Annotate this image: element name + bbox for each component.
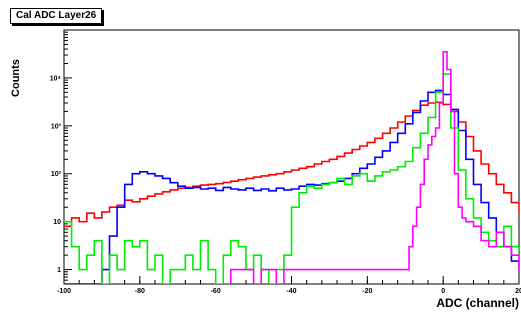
series-line-1 <box>64 101 519 228</box>
x-tick-label: -60 <box>211 288 221 295</box>
chart-title: Cal ADC Layer26 <box>10 8 103 24</box>
x-axis-label: ADC (channel) <box>436 296 519 310</box>
x-tick-label: -20 <box>362 288 372 295</box>
y-tick-label: 10⁴ <box>50 75 62 82</box>
y-tick-label: 1 <box>57 267 61 274</box>
x-tick-label: -40 <box>286 288 296 295</box>
x-axis: -100 -80 -60 -40 -20 0 20 <box>57 276 521 295</box>
y-tick-label: 10² <box>51 171 62 178</box>
y-axis-label: Counts <box>10 59 22 97</box>
x-tick-label: 20 <box>515 288 521 295</box>
y-tick-label: 10³ <box>51 123 62 130</box>
x-tick-label: -80 <box>135 288 145 295</box>
y-tick-label: 10 <box>53 219 61 226</box>
y-axis: 1 10 10² 10³ 10⁴ <box>50 31 72 285</box>
x-tick-label: -100 <box>57 288 71 295</box>
series-line-4 <box>223 51 519 284</box>
series-layer <box>64 51 519 284</box>
series-line-2 <box>64 89 519 284</box>
series-line-3 <box>64 73 519 284</box>
x-tick-label: 0 <box>441 288 445 295</box>
